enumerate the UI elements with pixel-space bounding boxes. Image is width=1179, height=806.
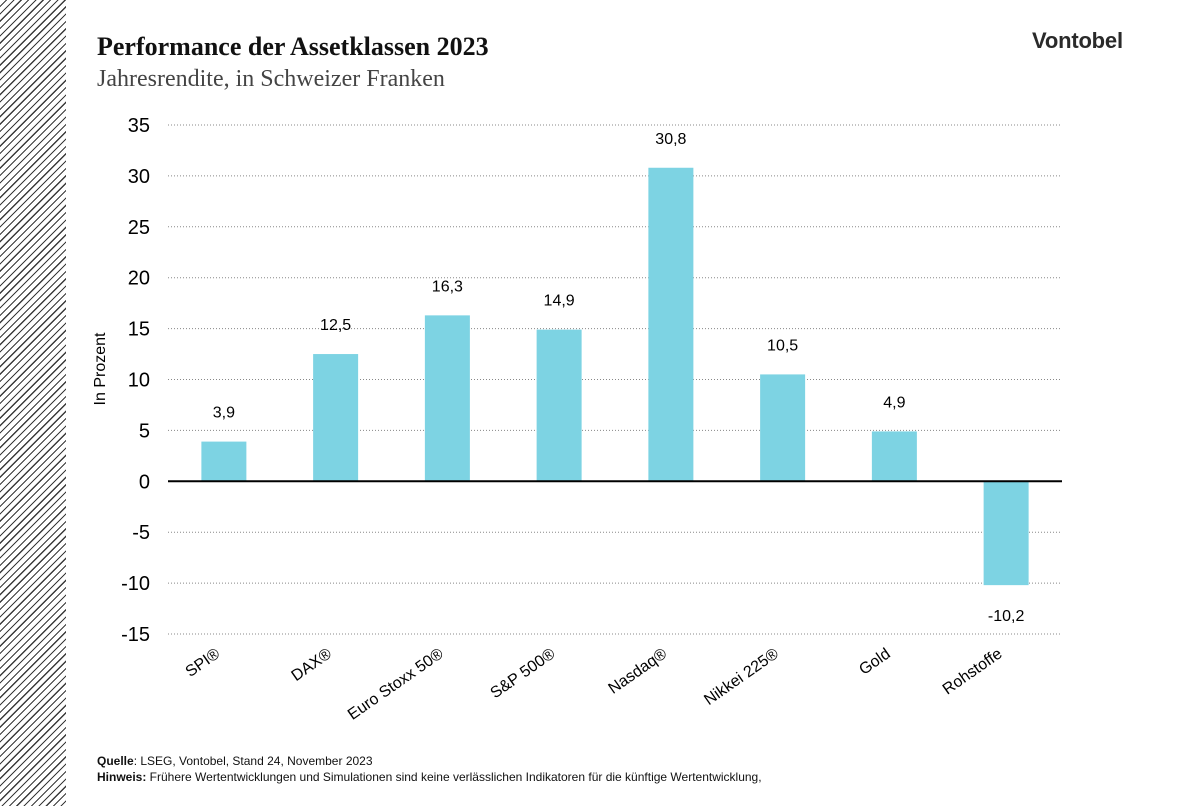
- x-tick-label: S&P 500®: [488, 645, 559, 702]
- bar: [983, 481, 1029, 586]
- vontobel-logo: Vontobel: [1032, 28, 1123, 53]
- bar: [536, 329, 582, 482]
- bar: [871, 431, 917, 482]
- chart-subtitle: Jahresrendite, in Schweizer Franken: [97, 66, 445, 92]
- bar: [201, 441, 247, 482]
- y-tick-label: 0: [139, 471, 150, 493]
- x-tick-label: Euro Stoxx 50®: [345, 645, 447, 723]
- y-tick-label: 20: [128, 268, 150, 290]
- y-tick-label: 10: [128, 370, 150, 392]
- source-note: Quelle: LSEG, Vontobel, Stand 24, Novemb…: [97, 754, 373, 768]
- x-tick-label: Nikkei 225®: [701, 645, 782, 709]
- x-tick-label: Gold: [856, 645, 893, 678]
- y-tick-label: 35: [128, 115, 150, 137]
- value-label: 4,9: [883, 394, 905, 411]
- bars: [201, 167, 1029, 586]
- value-label: 3,9: [213, 405, 235, 422]
- note-label: Hinweis:: [97, 770, 147, 784]
- y-tick-label: -15: [121, 624, 150, 646]
- bar: [648, 167, 694, 482]
- note-text: Frühere Wertentwicklungen und Simulation…: [146, 770, 762, 784]
- value-label: 30,8: [655, 131, 686, 148]
- y-tick-label: -5: [132, 522, 150, 544]
- y-tick-label: 30: [128, 166, 150, 188]
- value-label: -10,2: [988, 608, 1025, 625]
- value-label: 12,5: [320, 317, 351, 334]
- y-tick-label: 5: [139, 420, 150, 442]
- source-label: Quelle: [97, 754, 134, 768]
- value-label: 16,3: [432, 278, 463, 295]
- x-tick-label: DAX®: [289, 645, 336, 685]
- disclaimer-note: Hinweis: Frühere Wertentwicklungen und S…: [97, 770, 762, 784]
- y-tick-label: 25: [128, 217, 150, 239]
- value-label: 14,9: [544, 293, 575, 310]
- y-tick-label: -10: [121, 573, 150, 595]
- y-tick-label: 15: [128, 319, 150, 341]
- y-axis-label: In Prozent: [92, 332, 109, 405]
- source-text: : LSEG, Vontobel, Stand 24, November 202…: [133, 754, 373, 768]
- x-axis-labels: SPI® DAX® Euro Stoxx 50® S&P 500® Nasdaq® Nik…: [183, 645, 1006, 723]
- x-tick-label: Nasdaq®: [606, 645, 671, 697]
- bar: [760, 374, 806, 482]
- value-label: 10,5: [767, 337, 798, 354]
- grid-lines: [168, 124, 1062, 635]
- x-tick-label: SPI®: [183, 645, 224, 681]
- bar: [424, 315, 470, 482]
- x-tick-label: Rohstoffe: [940, 645, 1006, 698]
- y-axis-ticks: 35 30 25 20 15 10 5 0 -5 -10 -15: [121, 115, 150, 646]
- chart-title: Performance der Assetklassen 2023: [97, 32, 489, 61]
- value-labels: 3,9 12,5 16,3 14,9 30,8 10,5 4,9 -10,2: [213, 131, 1025, 625]
- hatched-side-band: [0, 0, 66, 806]
- bar: [313, 354, 359, 482]
